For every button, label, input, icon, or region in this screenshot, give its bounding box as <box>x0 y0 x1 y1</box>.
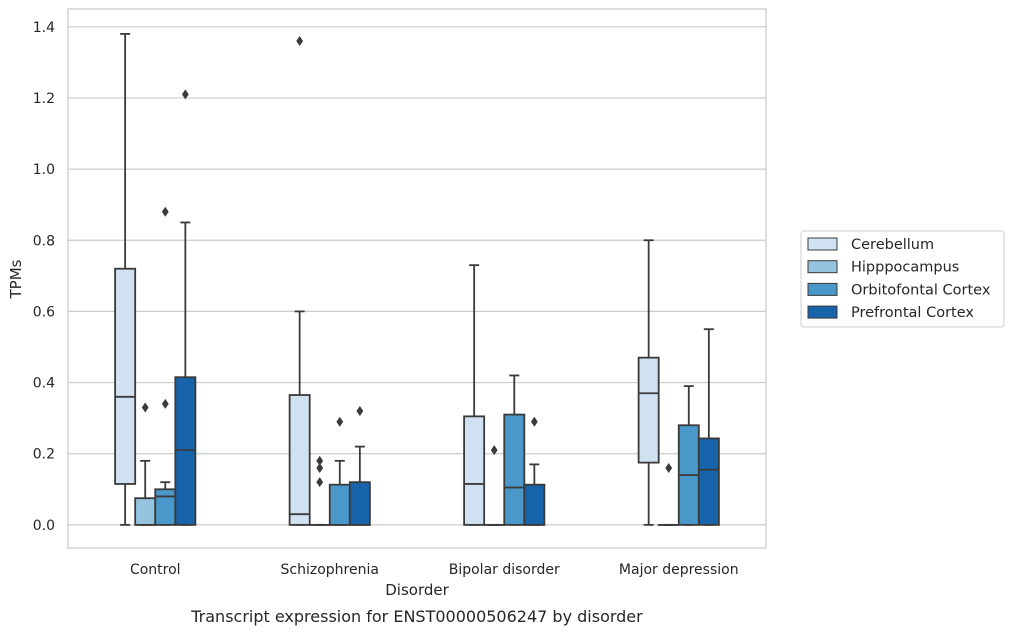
box <box>677 385 700 526</box>
box <box>114 33 137 526</box>
category-group <box>637 239 720 526</box>
box <box>483 445 506 526</box>
box-body <box>697 437 720 526</box>
y-tick-label: 0.8 <box>33 233 55 249</box>
y-tick-label: 1.0 <box>33 162 55 178</box>
box-body <box>114 267 137 485</box>
outlier-point <box>530 416 538 427</box>
box-body <box>463 415 486 526</box>
outlier-point <box>161 398 169 409</box>
box <box>174 89 197 526</box>
box-body <box>637 356 660 464</box>
x-tick-label: Schizophrenia <box>281 562 379 578</box>
box-groups <box>114 33 720 526</box>
legend-swatch <box>807 305 838 319</box>
plot-frame <box>67 8 767 549</box>
box-body <box>523 483 546 526</box>
box <box>657 462 680 526</box>
legend-swatch <box>807 260 838 274</box>
y-axis-label: TPMs <box>7 259 25 299</box>
y-tick-label: 1.2 <box>33 91 55 107</box>
figure-caption: Transcript expression for ENST0000050624… <box>190 607 643 626</box>
box <box>288 36 311 526</box>
y-tick-label: 0.2 <box>33 447 55 463</box>
legend-item: Prefrontal Cortex <box>807 305 974 321</box>
y-tick-label: 0.0 <box>33 518 55 534</box>
legend-swatch <box>807 237 838 251</box>
outlier-point <box>316 462 324 473</box>
x-axis-label: Disorder <box>385 581 449 599</box>
y-tick-label: 1.4 <box>33 20 55 36</box>
legend-item: Hipppocampus <box>807 260 959 276</box>
legend-label: Orbitofontal Cortex <box>851 282 991 298</box>
x-tick-label: Major depression <box>619 562 739 578</box>
box <box>308 455 331 526</box>
box-body <box>503 413 526 526</box>
legend-item: Cerebellum <box>807 237 934 253</box>
box <box>348 406 371 526</box>
box-body <box>328 483 351 526</box>
legend-swatch <box>807 282 838 296</box>
outlier-point <box>665 462 673 473</box>
outlier-point <box>141 402 149 413</box>
outlier-point <box>296 36 304 47</box>
legend-item: Orbitofontal Cortex <box>807 282 991 298</box>
box <box>697 328 720 526</box>
box <box>523 416 546 526</box>
y-tick-label: 0.6 <box>33 304 55 320</box>
category-group <box>114 33 197 526</box>
y-tick-labels: 0.0 0.2 0.4 0.6 0.8 1.0 1.2 1.4 <box>33 20 55 534</box>
box-body <box>288 394 311 526</box>
box <box>463 264 486 526</box>
x-tick-label: Control <box>130 562 181 578</box>
legend-frame <box>800 230 1005 328</box>
legend-label: Cerebellum <box>851 237 934 253</box>
box <box>637 239 660 526</box>
outlier-point <box>356 406 364 417</box>
outlier-point <box>490 445 498 456</box>
category-group <box>288 36 371 526</box>
box <box>134 402 157 526</box>
outlier-point <box>316 455 324 466</box>
box-body <box>154 488 177 526</box>
outlier-point <box>181 89 189 100</box>
x-tick-labels: Control Schizophrenia Bipolar disorder Majo… <box>130 562 739 578</box>
outlier-point <box>336 416 344 427</box>
outlier-point <box>316 477 324 488</box>
box <box>503 374 526 526</box>
legend: Cerebellum Hipppocampus Orbitofontal Corte… <box>800 230 1005 328</box>
box-body <box>348 481 371 526</box>
box <box>328 416 351 526</box>
category-group <box>463 264 546 526</box>
legend-label: Prefrontal Cortex <box>851 305 974 321</box>
legend-label: Hipppocampus <box>851 260 959 276</box>
outlier-point <box>161 206 169 217</box>
gridlines <box>68 26 766 526</box>
x-tick-label: Bipolar disorder <box>449 562 560 578</box>
y-tick-label: 0.4 <box>33 376 55 392</box>
box-body <box>134 497 157 526</box>
box <box>154 206 177 526</box>
